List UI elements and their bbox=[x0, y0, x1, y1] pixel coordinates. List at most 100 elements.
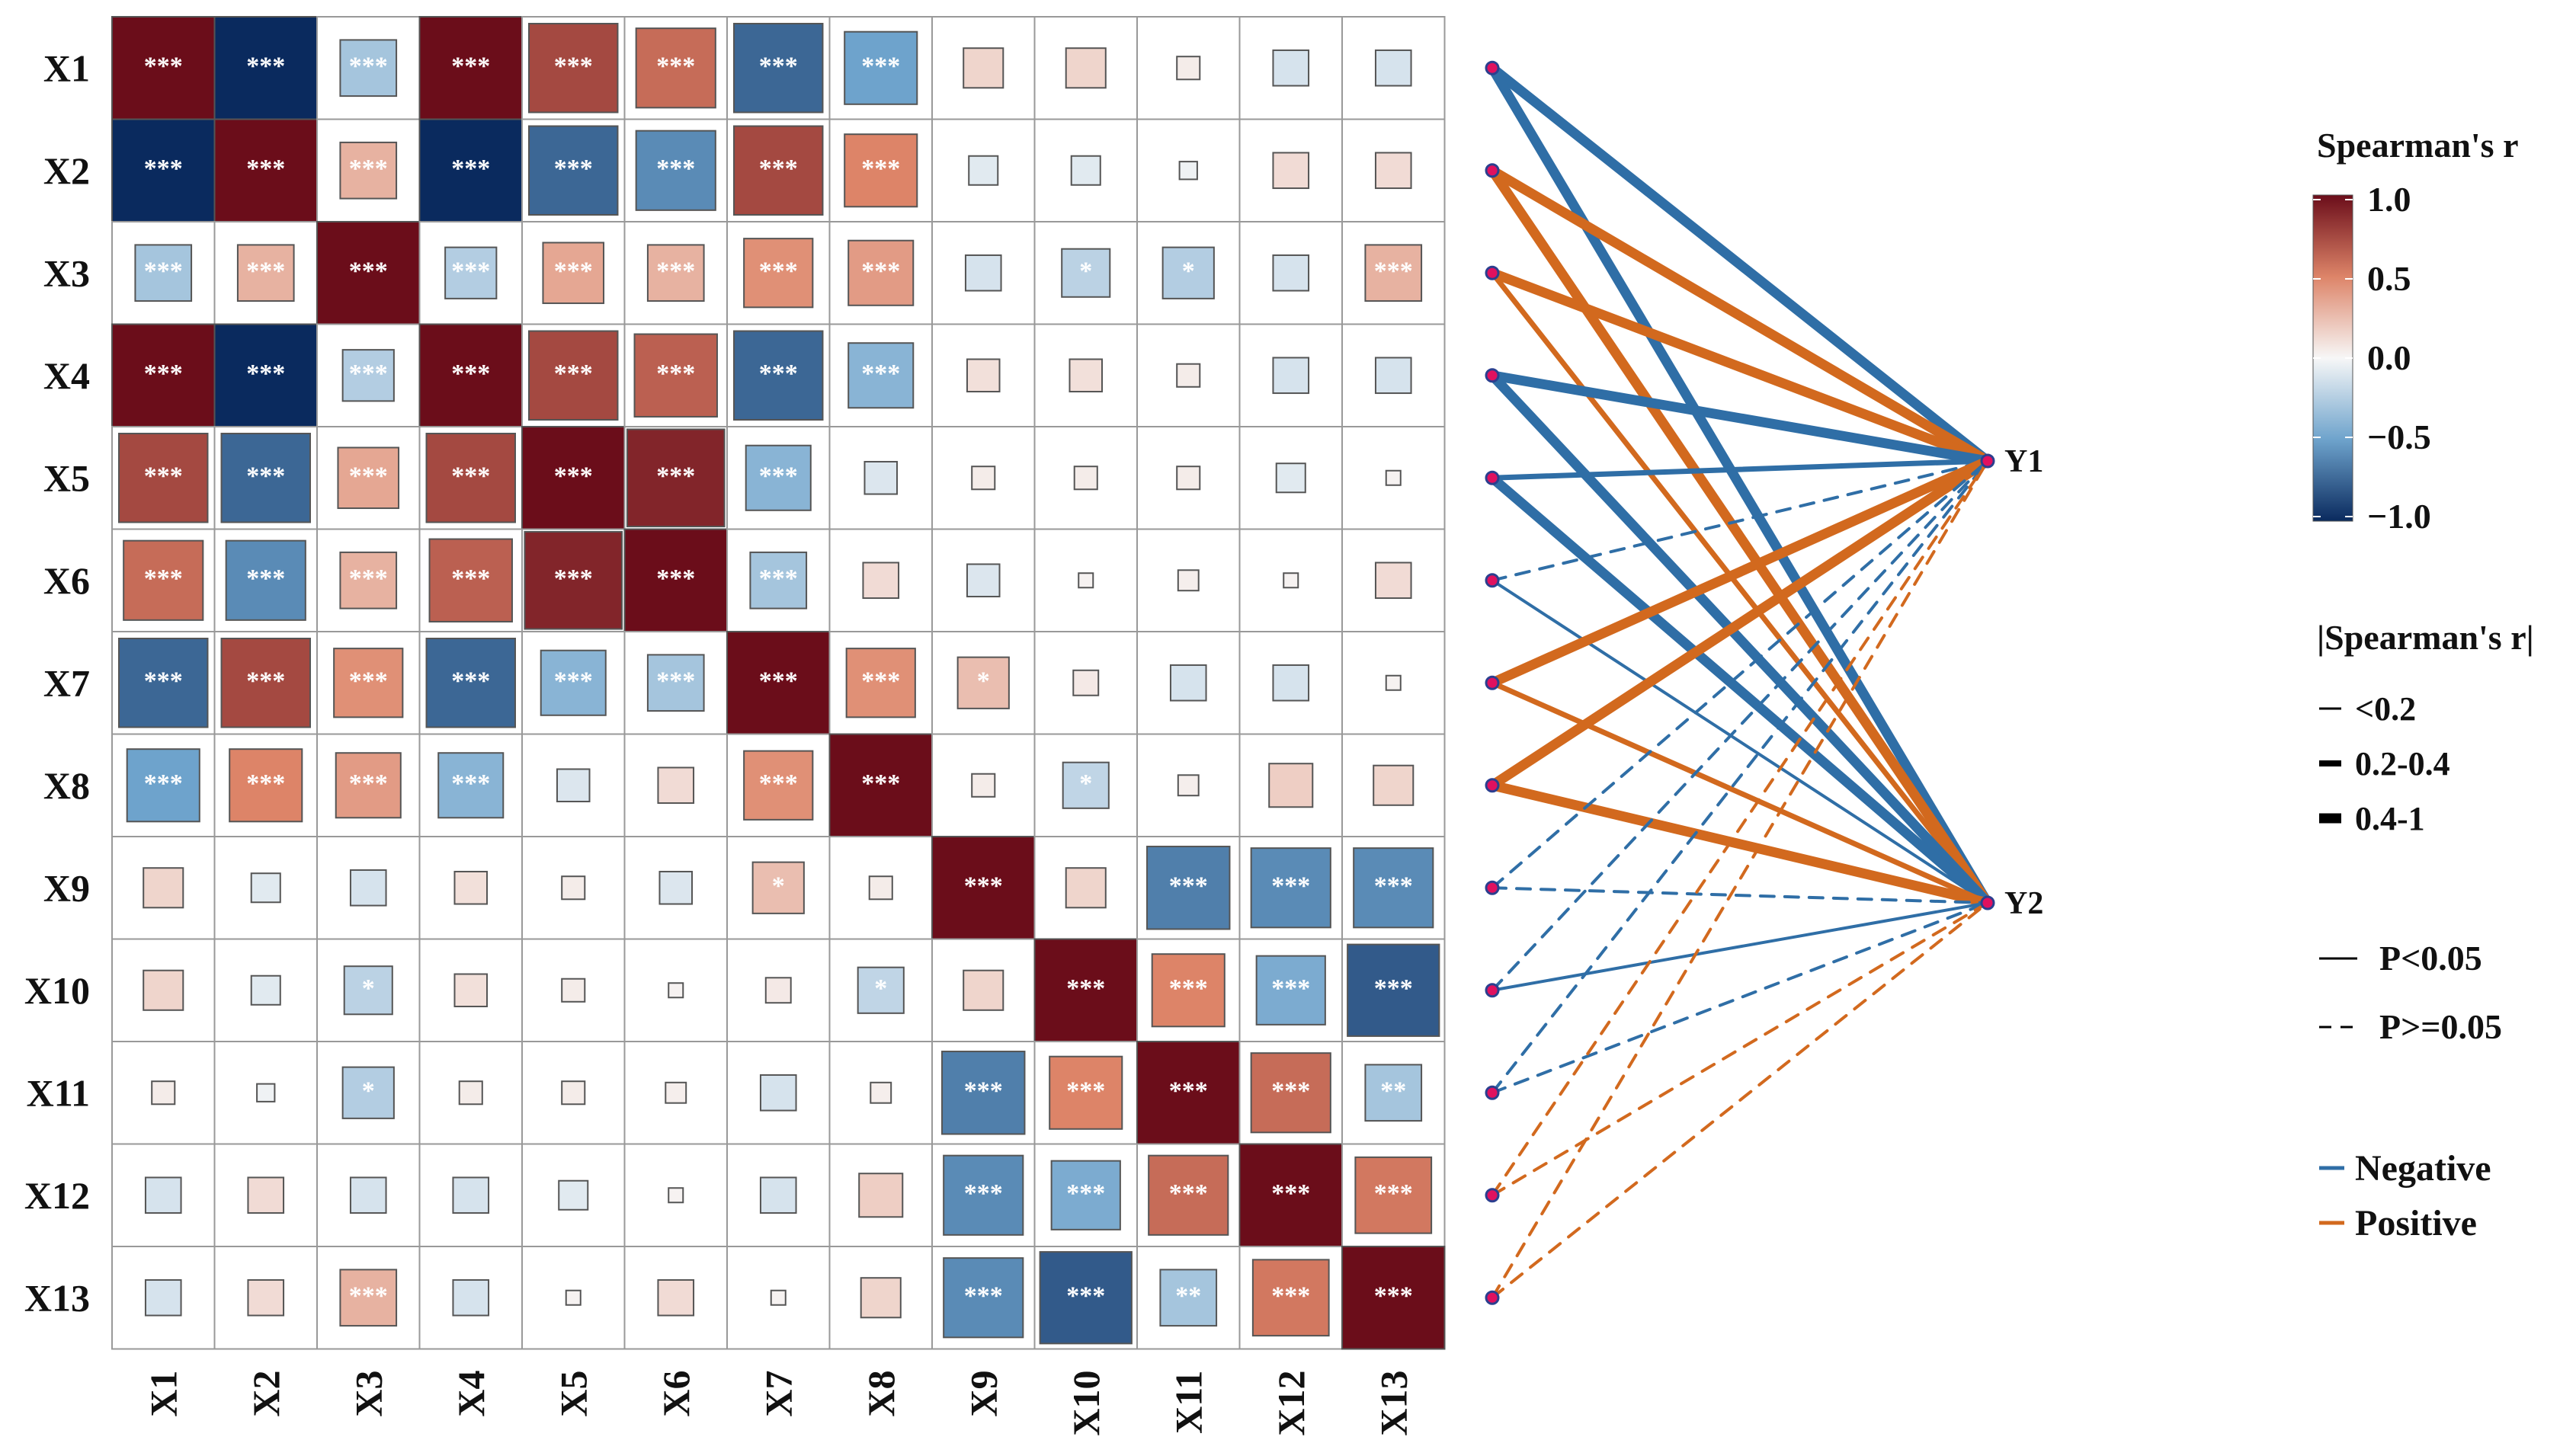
correlation-square bbox=[349, 869, 387, 907]
significance-label: * bbox=[1079, 770, 1092, 798]
correlation-square bbox=[862, 562, 900, 600]
source-node bbox=[1485, 778, 1500, 793]
colorbar-tick-label: 1.0 bbox=[2367, 180, 2411, 219]
correlation-square bbox=[1250, 1052, 1331, 1134]
significance-label: *** bbox=[1066, 1077, 1105, 1105]
correlation-square bbox=[633, 333, 718, 418]
source-node bbox=[1485, 1290, 1500, 1305]
width-label-medium: 0.2-0.4 bbox=[2355, 745, 2450, 782]
significance-label: *** bbox=[349, 1282, 388, 1310]
row-label: X9 bbox=[43, 866, 90, 909]
correlation-square bbox=[1136, 1041, 1241, 1145]
correlation-square bbox=[111, 16, 216, 120]
correlation-square bbox=[1151, 953, 1226, 1028]
correlation-square bbox=[1353, 847, 1434, 929]
significance-label: * bbox=[1079, 257, 1092, 285]
correlation-square bbox=[1354, 1156, 1433, 1234]
correlation-square bbox=[770, 1289, 787, 1306]
correlation-square bbox=[844, 30, 918, 105]
correlation-square bbox=[229, 748, 303, 823]
correlation-square bbox=[858, 1173, 904, 1218]
correlation-square bbox=[1069, 358, 1104, 393]
column-label: X2 bbox=[245, 1371, 287, 1417]
correlation-square bbox=[558, 1179, 589, 1211]
correlation-square bbox=[126, 748, 200, 823]
column-label: X7 bbox=[757, 1371, 799, 1417]
correlation-square bbox=[1272, 357, 1310, 395]
correlation-square bbox=[418, 323, 523, 427]
correlation-square bbox=[1364, 1064, 1423, 1122]
correlation-square bbox=[844, 133, 918, 208]
correlation-square bbox=[1169, 664, 1207, 702]
significance-label: *** bbox=[759, 257, 798, 285]
significance-label: *** bbox=[349, 52, 388, 80]
significance-label: *** bbox=[349, 155, 388, 183]
correlation-square bbox=[118, 433, 209, 523]
correlation-square bbox=[453, 870, 489, 905]
significance-label: *** bbox=[144, 257, 183, 285]
significance-label: *** bbox=[861, 257, 900, 285]
significance-label: *** bbox=[1271, 1077, 1310, 1105]
correlation-square bbox=[452, 1278, 490, 1317]
link-line bbox=[1489, 458, 1991, 481]
correlation-square bbox=[1364, 244, 1423, 302]
grid-cell bbox=[1341, 1041, 1446, 1145]
row-labels: X1 X2 X3 X4 X5 X6 X7 X8 X9 X10 X11 X12 X13 bbox=[24, 46, 90, 1319]
significance-label: *** bbox=[349, 565, 388, 593]
row-label: X4 bbox=[43, 354, 90, 397]
significance-label: *** bbox=[1271, 872, 1310, 900]
significance-label: *** bbox=[451, 360, 490, 388]
correlation-square bbox=[1374, 49, 1412, 87]
correlation-square bbox=[1050, 1160, 1121, 1230]
correlation-square bbox=[646, 654, 705, 712]
significance-label: *** bbox=[451, 770, 490, 798]
source-node bbox=[1485, 470, 1500, 485]
correlation-square bbox=[339, 39, 398, 98]
correlation-square bbox=[635, 27, 716, 109]
colorbar-tick-label: 0.0 bbox=[2367, 338, 2411, 377]
correlation-square bbox=[453, 973, 489, 1008]
significance-label: *** bbox=[861, 770, 900, 798]
source-node bbox=[1485, 265, 1500, 280]
column-label: X1 bbox=[142, 1371, 184, 1417]
correlation-square bbox=[556, 768, 591, 803]
row-label: X1 bbox=[43, 46, 90, 89]
significance-label: *** bbox=[246, 462, 285, 490]
correlation-square bbox=[1272, 49, 1310, 87]
correlation-square bbox=[635, 130, 716, 211]
significance-label: *** bbox=[451, 667, 490, 695]
correlation-square bbox=[1176, 363, 1201, 388]
correlation-square bbox=[1065, 867, 1107, 909]
correlation-square bbox=[657, 1278, 695, 1317]
correlation-square bbox=[1161, 246, 1215, 299]
significance-label: *** bbox=[1271, 1282, 1310, 1310]
correlation-square bbox=[425, 638, 516, 728]
column-label: X9 bbox=[962, 1371, 1004, 1417]
correlation-square bbox=[247, 1278, 285, 1317]
significance-label: *** bbox=[349, 257, 388, 285]
significance-label: *** bbox=[1374, 974, 1413, 1003]
link-nodes: Y1 Y2 bbox=[1485, 60, 2043, 1305]
row-label: X10 bbox=[24, 969, 90, 1012]
significance-label: *** bbox=[759, 462, 798, 490]
target-node bbox=[1980, 895, 1995, 910]
significance-label: *** bbox=[554, 52, 593, 80]
correlation-square bbox=[828, 733, 933, 837]
link-line bbox=[1487, 370, 1993, 466]
significance-label: *** bbox=[246, 565, 285, 593]
significance-label: *** bbox=[246, 667, 285, 695]
source-node bbox=[1485, 368, 1500, 383]
correlation-square bbox=[751, 861, 805, 914]
significance-label: *** bbox=[656, 360, 695, 388]
significance-label: *** bbox=[861, 667, 900, 695]
p-label-nonsignificant: P>=0.05 bbox=[2379, 1007, 2502, 1046]
significance-label: *** bbox=[451, 462, 490, 490]
significance-label: *** bbox=[144, 360, 183, 388]
significance-label: *** bbox=[554, 667, 593, 695]
target-label: Y2 bbox=[2004, 886, 2043, 921]
row-label: X2 bbox=[43, 149, 90, 192]
correlation-square bbox=[111, 118, 216, 222]
significance-label: *** bbox=[246, 155, 285, 183]
correlation-square bbox=[1070, 155, 1101, 186]
correlation-square bbox=[143, 867, 184, 909]
